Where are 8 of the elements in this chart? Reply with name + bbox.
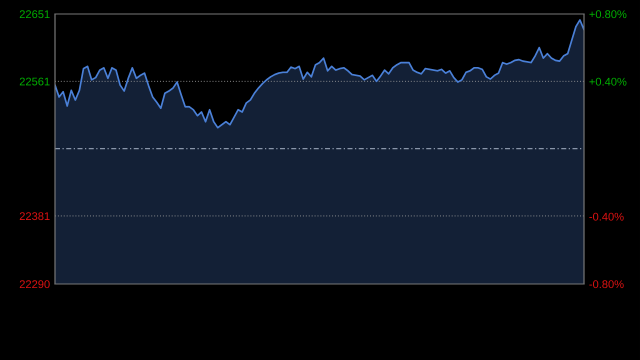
y2-tick-label: +0.40% [589,78,626,86]
y-tick-label: 22290 [20,280,50,288]
y2-tick-label: -0.40% [589,212,624,221]
y2-tick-label: -0.80% [589,280,624,288]
y-tick-label: 22651 [20,10,50,18]
y-tick-label: 22381 [20,212,50,220]
y-tick-label: 22561 [20,78,50,86]
y2-tick-label: +0.80% [589,10,626,18]
